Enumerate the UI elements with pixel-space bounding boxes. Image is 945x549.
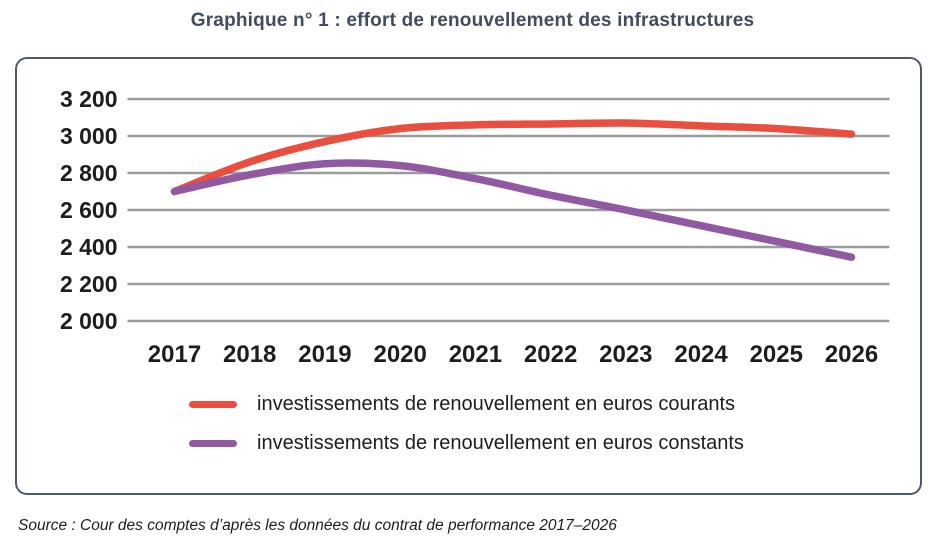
legend-swatch-0 xyxy=(189,401,237,408)
y-tick-label: 2 400 xyxy=(60,234,118,260)
y-tick-label: 3 000 xyxy=(60,123,118,149)
chart-panel: 3 200 3 000 2 800 2 600 2 400 2 200 2 000 2017 2… xyxy=(15,57,922,495)
legend-swatch-1 xyxy=(189,440,237,447)
series-line-1 xyxy=(170,159,856,261)
x-tick-label: 2026 xyxy=(825,341,878,368)
x-tick-label: 2023 xyxy=(599,341,652,368)
x-tick-label: 2020 xyxy=(373,341,426,368)
legend-item-1: investissements de renouvellement en eur… xyxy=(189,432,920,455)
x-tick-label: 2018 xyxy=(223,341,276,368)
y-tick-label: 2 200 xyxy=(60,271,118,297)
x-tick-label: 2024 xyxy=(674,341,728,368)
x-tick-label: 2017 xyxy=(148,341,201,368)
x-tick-label: 2025 xyxy=(750,341,803,368)
y-tick-label: 2 800 xyxy=(60,160,118,186)
x-tick-label: 2021 xyxy=(449,341,502,368)
x-tick-label: 2022 xyxy=(524,341,577,368)
series-line-0 xyxy=(170,119,856,196)
y-tick-label: 2 600 xyxy=(60,197,118,223)
chart-title: Graphique n° 1 : effort de renouvellemen… xyxy=(190,10,755,31)
legend-label-0: investissements de renouvellement en eur… xyxy=(257,393,736,415)
legend-label-1: investissements de renouvellement en eur… xyxy=(257,432,744,454)
line-chart: 3 200 3 000 2 800 2 600 2 400 2 200 2 000 2017 2… xyxy=(60,86,890,368)
y-tick-label: 2 000 xyxy=(60,308,118,334)
source-caption: Source : Cour des comptes d’après les do… xyxy=(18,517,617,534)
legend: investissements de renouvellement en eur… xyxy=(189,393,920,455)
y-tick-label: 3 200 xyxy=(60,86,118,112)
x-tick-label: 2019 xyxy=(298,341,351,368)
legend-item-0: investissements de renouvellement en eur… xyxy=(189,393,920,416)
